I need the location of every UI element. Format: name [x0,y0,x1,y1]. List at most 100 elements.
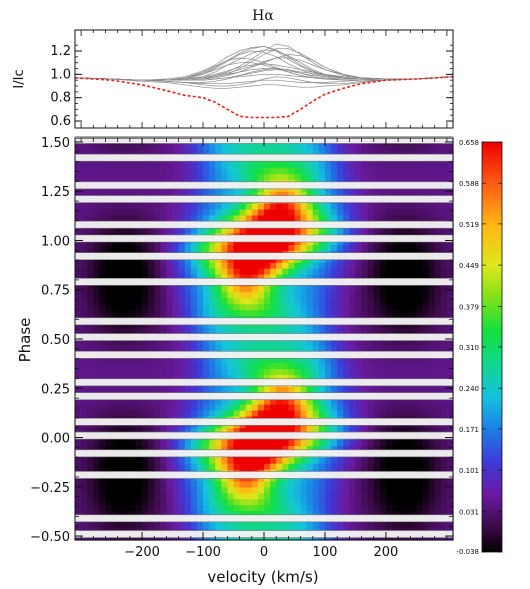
heatmap-cell [422,522,430,529]
heatmap-cell [215,510,222,517]
heatmap-cell [355,522,363,529]
heatmap-cell [428,214,436,222]
heatmap-cell [276,208,283,216]
heatmap-cell [306,404,314,411]
heatmap-cell [282,297,289,305]
heatmap-cell [331,167,338,175]
heatmap-cell [434,504,442,512]
xtick-label: 0 [260,545,268,560]
heatmap-cell [288,149,296,157]
heatmap-cell [416,427,424,435]
heatmap-cell [318,409,326,417]
heatmap-cell [446,291,454,299]
heatmap-cell [135,208,143,216]
heatmap-cell [93,262,100,269]
heatmap-cell [446,191,454,198]
heatmap-cell [404,439,411,447]
heatmap-cell [379,368,387,376]
heatmap-cell [245,161,253,169]
heatmap-cell [209,327,216,334]
heatmap-cell [215,339,222,346]
heatmap-cell [379,386,387,393]
heatmap-cell [111,498,119,506]
heatmap-cell [160,522,168,529]
heatmap-cell [306,191,314,198]
heatmap-cell [434,327,442,334]
profile-ytick-label: 1.0 [50,67,71,82]
heatmap-cell [117,327,125,334]
heatmap-cell [324,386,332,393]
heatmap-cell [129,480,137,488]
heatmap-cell [404,297,411,305]
heatmap-cell [135,486,143,494]
heatmap-cell [416,262,424,269]
heatmap-cell [172,386,180,393]
heatmap-cell [99,409,107,417]
heatmap-cell [166,262,174,269]
heatmap-cell [87,208,94,216]
heatmap-cell [135,203,143,210]
heatmap-cell [221,161,229,169]
heatmap-cell [196,463,204,470]
colorbar-ticks: 0.6580.5880.5190.4490.3790.3100.2400.171… [456,139,502,556]
heatmap-cell [398,191,405,198]
heatmap-cell [331,445,338,452]
heatmap-cell [209,309,216,316]
heatmap-cell [355,173,363,180]
heatmap-cell [154,463,161,470]
heatmap-cell [324,492,332,500]
heatmap-cell [227,398,235,405]
heatmap-cell [440,374,448,381]
heatmap-cell [203,291,210,299]
heatmap-cell [233,463,241,470]
heatmap-cell [111,203,119,210]
heatmap-cell [300,303,308,311]
heatmap-cell [343,522,350,529]
heatmap-cell [99,404,107,411]
heatmap-cell [355,268,363,275]
heatmap-cell [148,398,155,405]
heatmap-cell [312,492,320,500]
heatmap-cell [361,445,369,452]
heatmap-cell [422,404,430,411]
heatmap-cell [190,404,198,411]
heatmap-cell [178,504,186,512]
heatmap-cell [343,427,350,435]
heatmap-cell [440,522,448,529]
profile-title: Hα [252,8,274,24]
heatmap-cell [184,327,192,334]
heatmap-cell [343,463,350,470]
heatmap-cell [251,368,259,376]
heatmap-cell [215,262,222,269]
heatmap-cell [264,327,271,334]
heatmap-cell [416,457,424,464]
heatmap-cell [215,374,222,381]
heatmap-cell [416,368,424,376]
heatmap-cell [276,498,283,506]
heatmap-cell [343,368,350,376]
heatmap-cell [440,262,448,269]
heatmap-cell [306,214,314,222]
heatmap-cell [239,309,247,316]
heatmap-cell [154,457,161,464]
heatmap-cell [184,498,192,506]
heatmap-cell [87,327,94,334]
heatmap-cell [227,457,235,464]
heatmap-cell [215,486,222,494]
heatmap-cell [349,510,357,517]
heatmap-cell [392,167,399,175]
heatmap-cell [288,161,296,169]
heatmap-cell [209,486,216,494]
heatmap-cell [111,262,119,269]
heatmap-cell [148,463,155,470]
heatmap-cell [166,149,174,157]
heatmap-cell [288,374,296,381]
heatmap-cell [337,522,344,529]
heatmap-cell [190,504,198,512]
heatmap-cell [123,480,131,488]
heatmap-cell [123,339,131,346]
heatmap-cell [105,480,113,488]
heatmap-cell [148,427,155,435]
heatmap-cell [105,244,113,251]
heatmap-cell [361,262,369,269]
